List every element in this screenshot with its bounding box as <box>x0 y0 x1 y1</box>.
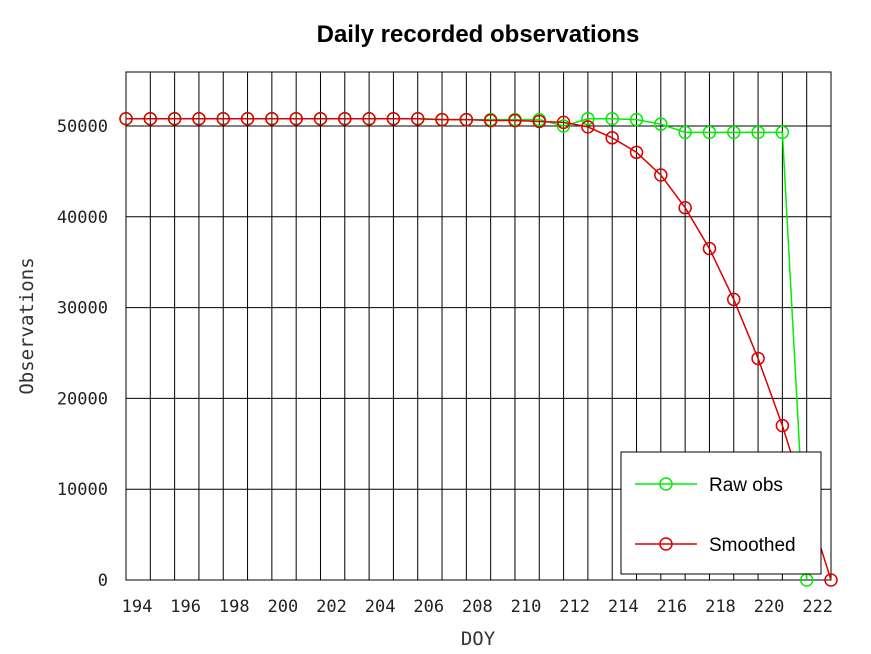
data-point <box>410 111 425 126</box>
data-point <box>605 131 619 145</box>
data-point <box>629 145 644 160</box>
data-point <box>824 573 838 587</box>
data-point <box>678 125 692 140</box>
x-tick-label: 198 <box>219 597 250 617</box>
data-point <box>751 125 765 140</box>
x-tick-label: 218 <box>705 597 736 617</box>
legend-marker <box>659 477 673 491</box>
x-tick-label: 220 <box>754 597 785 617</box>
y-tick-label: 10000 <box>57 480 108 500</box>
x-tick-label: 204 <box>365 597 396 617</box>
data-point <box>581 111 595 126</box>
series-1 <box>119 111 838 587</box>
data-point <box>751 351 765 366</box>
data-point <box>556 115 571 130</box>
data-point <box>143 111 158 126</box>
data-point <box>435 112 449 127</box>
chart-title: Daily recorded observations <box>317 21 640 48</box>
data-point <box>386 111 401 126</box>
data-point <box>702 125 717 140</box>
data-point <box>605 111 619 126</box>
data-point <box>702 241 717 256</box>
data-point <box>727 292 741 307</box>
y-tick-label: 0 <box>98 571 108 591</box>
data-point <box>216 111 230 126</box>
legend-label: Raw obs <box>709 475 783 496</box>
x-axis-label: DOY <box>461 628 496 650</box>
data-point <box>265 111 279 126</box>
data-point <box>629 112 644 127</box>
data-point <box>581 120 595 134</box>
x-tick-label: 206 <box>413 597 444 617</box>
data-point <box>508 113 522 128</box>
x-tick-label: 216 <box>656 597 687 617</box>
x-tick-label: 194 <box>122 597 153 617</box>
data-point <box>483 113 498 128</box>
y-axis-label: Observations <box>16 257 38 394</box>
data-point <box>119 111 133 126</box>
data-point <box>654 117 668 131</box>
x-tick-label: 202 <box>316 597 347 617</box>
x-tick-label: 200 <box>268 597 299 617</box>
legend-marker <box>659 537 673 551</box>
x-tick-label: 222 <box>802 597 833 617</box>
legend: Raw obs Smoothed <box>620 451 822 575</box>
data-point <box>192 111 206 126</box>
data-point <box>362 111 376 126</box>
y-tick-label: 50000 <box>57 117 108 137</box>
series-group <box>119 111 838 587</box>
tick-labels: 194 196 198 200 202 204 206 208 210 212 214 216 218 2… <box>57 117 833 617</box>
legend-box <box>620 451 822 575</box>
data-point <box>556 119 571 133</box>
data-point <box>313 111 328 126</box>
x-tick-label: 196 <box>170 597 201 617</box>
x-tick-label: 212 <box>559 597 590 617</box>
data-point <box>678 200 692 215</box>
data-point <box>654 168 668 182</box>
data-point <box>167 111 182 126</box>
data-point <box>727 125 741 140</box>
plot-frame <box>125 71 832 581</box>
y-tick-label: 20000 <box>57 389 108 409</box>
data-point <box>775 418 790 433</box>
series-line <box>126 117 832 581</box>
data-point <box>532 114 547 129</box>
data-point <box>775 125 790 140</box>
x-tick-label: 210 <box>511 597 542 617</box>
y-tick-label: 30000 <box>57 299 108 319</box>
x-tick-label: 214 <box>608 597 639 617</box>
data-point <box>338 111 352 126</box>
data-point <box>289 111 303 126</box>
y-tick-label: 40000 <box>57 208 108 228</box>
x-tick-label: 208 <box>462 597 493 617</box>
data-point <box>240 111 255 126</box>
data-point <box>459 112 474 127</box>
legend-label: Smoothed <box>709 535 796 556</box>
